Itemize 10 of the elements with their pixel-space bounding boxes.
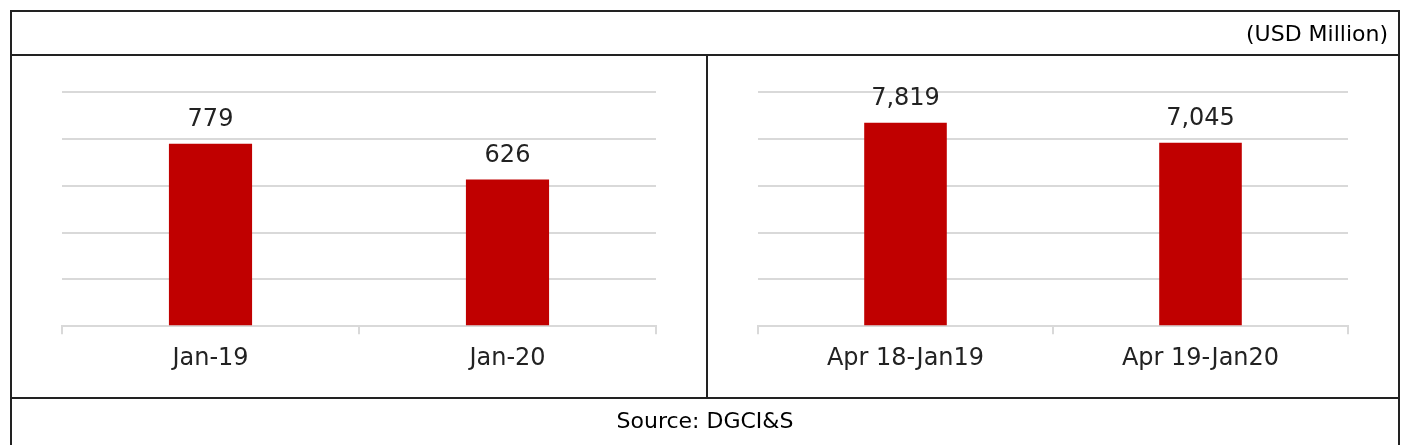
x-tick-label: Jan-20: [467, 342, 546, 371]
data-label: 626: [484, 139, 531, 168]
x-tick-label: Apr 19-Jan20: [1121, 342, 1280, 371]
text: (USD Million): [12, 12, 1398, 56]
data-label: 7,045: [1166, 103, 1235, 132]
data-label: 7,819: [871, 82, 940, 111]
source-note: Source: DGCI&S: [615, 407, 795, 435]
data-label: 779: [187, 103, 234, 132]
x-tick-label: Jan-19: [170, 342, 249, 371]
x-tick-label: Apr 18-Jan19: [826, 342, 985, 371]
